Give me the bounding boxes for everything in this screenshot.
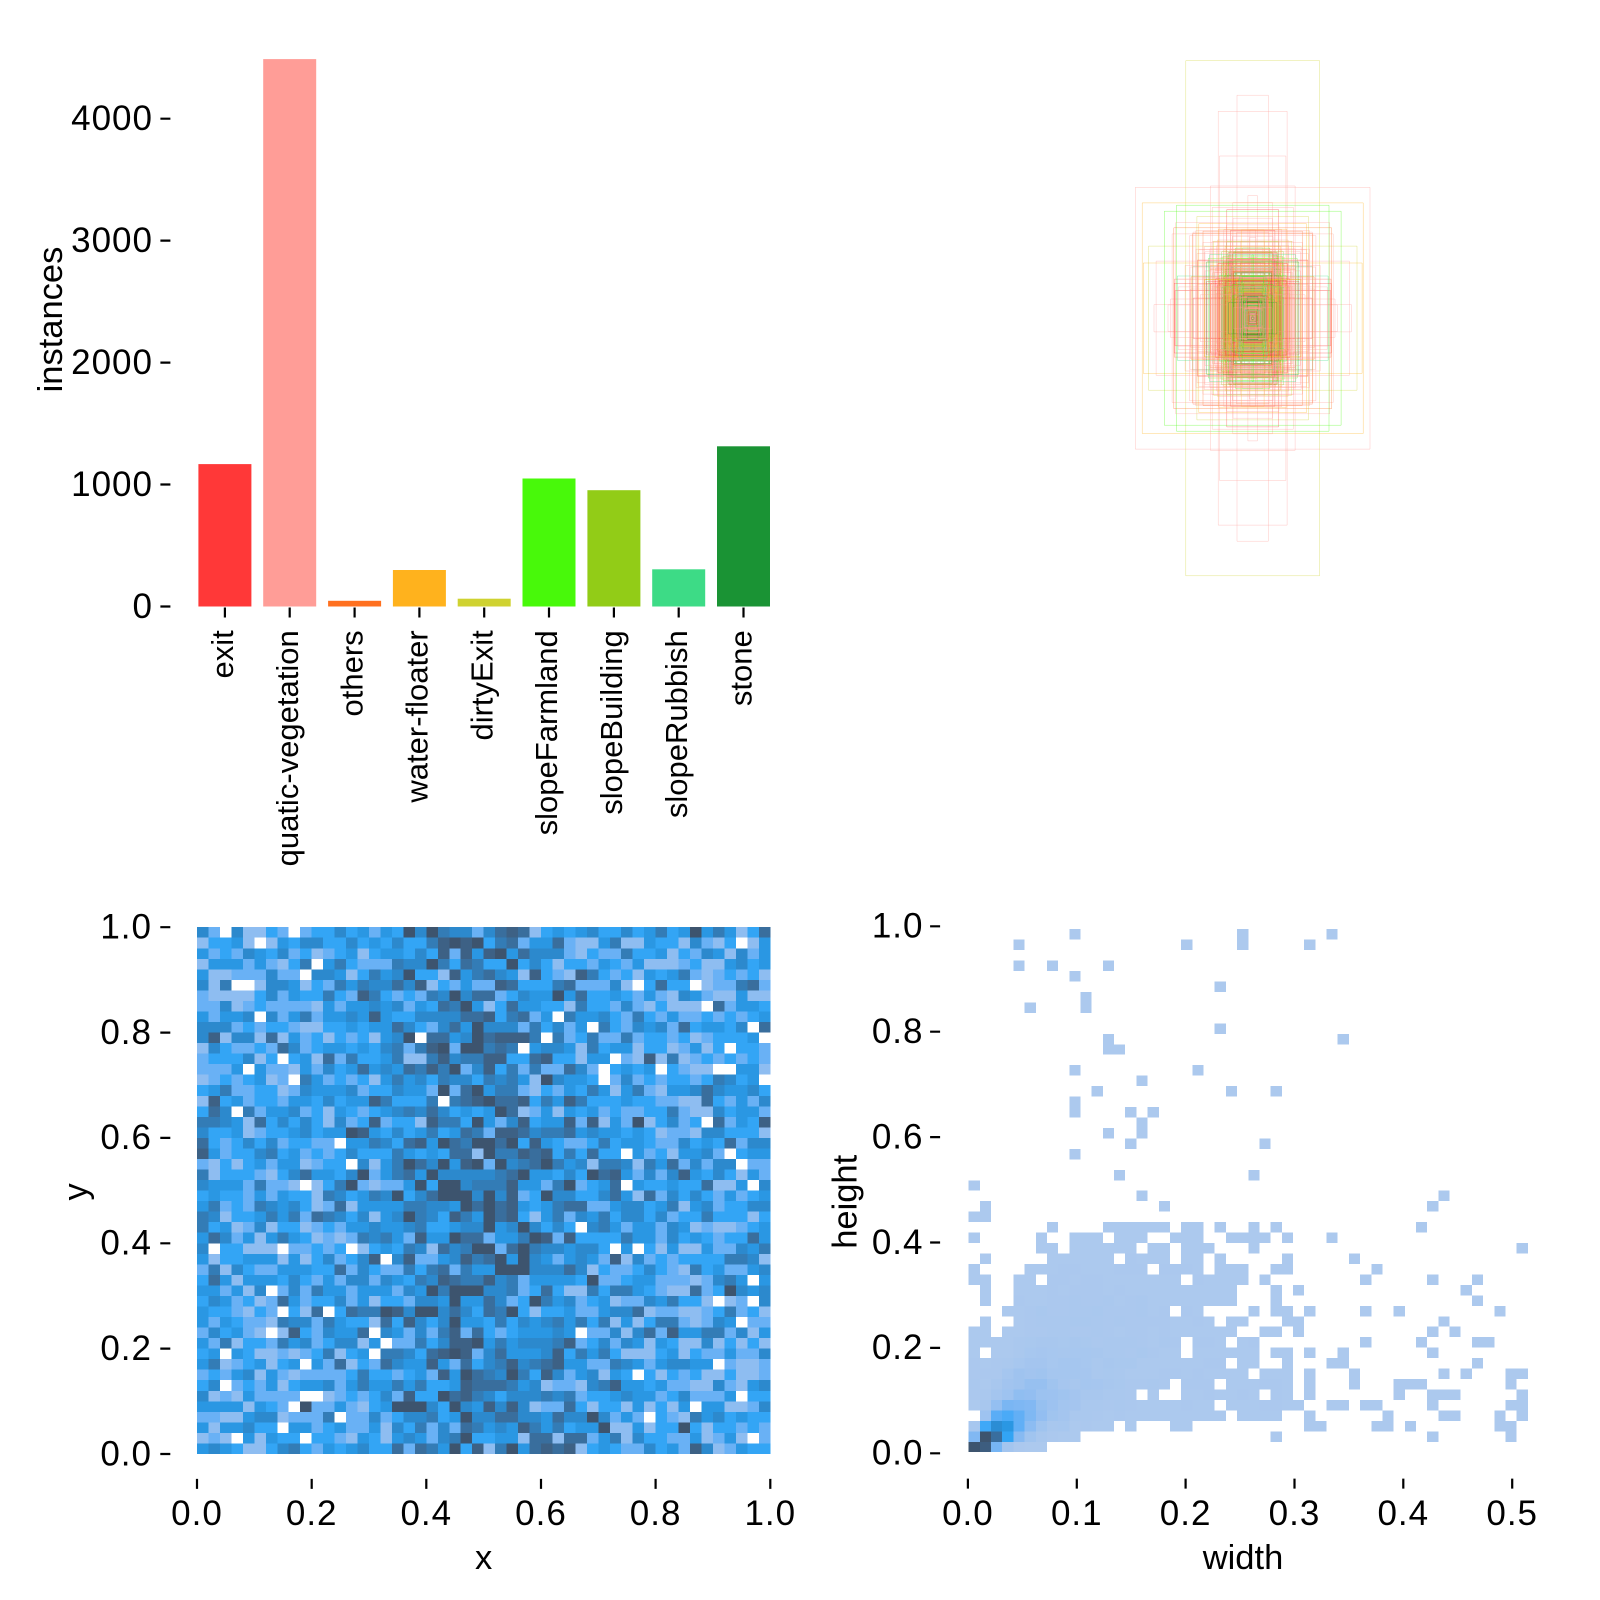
svg-text:instances: instances bbox=[32, 247, 70, 393]
svg-text:height: height bbox=[826, 1154, 864, 1248]
svg-text:quatic-vegetation: quatic-vegetation bbox=[270, 630, 305, 866]
svg-text:0.2: 0.2 bbox=[100, 1329, 152, 1368]
svg-text:slopeBuilding: slopeBuilding bbox=[594, 630, 629, 814]
svg-text:0.1: 0.1 bbox=[1051, 1494, 1103, 1533]
svg-text:exit: exit bbox=[205, 630, 240, 679]
svg-text:0.6: 0.6 bbox=[515, 1494, 567, 1533]
svg-text:0.4: 0.4 bbox=[872, 1223, 924, 1262]
svg-text:0.3: 0.3 bbox=[1269, 1494, 1321, 1533]
svg-text:slopeRubbish: slopeRubbish bbox=[659, 630, 694, 818]
svg-text:1.0: 1.0 bbox=[744, 1494, 796, 1533]
svg-text:2000: 2000 bbox=[71, 343, 153, 382]
svg-text:0.6: 0.6 bbox=[100, 1118, 152, 1157]
svg-text:0: 0 bbox=[133, 587, 153, 626]
svg-text:0.0: 0.0 bbox=[872, 1434, 924, 1473]
svg-text:1.0: 1.0 bbox=[872, 907, 924, 946]
svg-text:y: y bbox=[57, 1183, 95, 1201]
svg-text:others: others bbox=[335, 630, 370, 716]
svg-text:3000: 3000 bbox=[71, 221, 153, 260]
svg-text:0.2: 0.2 bbox=[286, 1494, 338, 1533]
svg-text:0.8: 0.8 bbox=[100, 1013, 152, 1052]
svg-text:width: width bbox=[1202, 1539, 1284, 1577]
svg-text:4000: 4000 bbox=[71, 99, 153, 138]
svg-text:0.8: 0.8 bbox=[872, 1012, 924, 1051]
svg-text:0.2: 0.2 bbox=[872, 1328, 924, 1367]
svg-text:slopeFarmland: slopeFarmland bbox=[529, 630, 564, 835]
svg-text:0.4: 0.4 bbox=[1377, 1494, 1429, 1533]
svg-text:0.5: 0.5 bbox=[1486, 1494, 1538, 1533]
svg-text:0.6: 0.6 bbox=[872, 1117, 924, 1156]
svg-text:0.4: 0.4 bbox=[100, 1224, 152, 1263]
svg-text:0.0: 0.0 bbox=[100, 1434, 152, 1473]
svg-text:0.8: 0.8 bbox=[630, 1494, 682, 1533]
svg-text:dirtyExit: dirtyExit bbox=[464, 630, 499, 741]
svg-text:0.4: 0.4 bbox=[400, 1494, 452, 1533]
svg-text:x: x bbox=[475, 1539, 492, 1577]
svg-text:1000: 1000 bbox=[71, 465, 153, 504]
svg-text:1.0: 1.0 bbox=[100, 908, 152, 947]
svg-text:0.0: 0.0 bbox=[942, 1494, 994, 1533]
svg-text:stone: stone bbox=[724, 630, 759, 706]
svg-text:water-floater: water-floater bbox=[399, 630, 434, 803]
svg-text:0.2: 0.2 bbox=[1160, 1494, 1212, 1533]
svg-text:0.0: 0.0 bbox=[171, 1494, 223, 1533]
